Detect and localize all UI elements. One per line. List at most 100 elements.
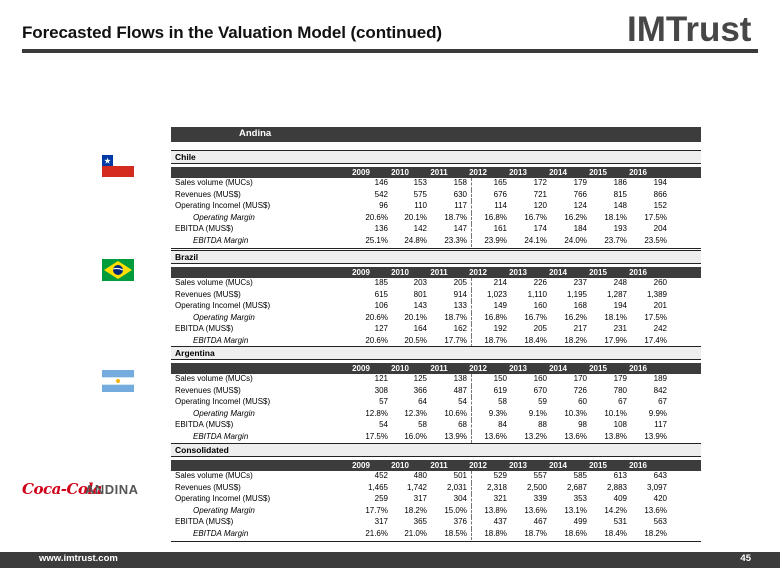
- year-header-cell: 2012: [469, 364, 487, 373]
- forecast-divider: [471, 420, 472, 432]
- table-cell: 120: [533, 201, 547, 210]
- row-label: Operating Incomel (MUS$): [175, 397, 271, 406]
- table-cell: 409: [613, 494, 627, 503]
- table-cell: 231: [613, 324, 627, 333]
- table-cell: 2,318: [486, 482, 507, 492]
- table-row: Revenues (MUS$) 308 366 487 619 670 726 780 842: [171, 385, 701, 397]
- table-row: Revenues (MUS$) 1,465 1,742 2,031 2,318 2,500…: [171, 482, 701, 494]
- table-cell: 60: [578, 397, 587, 406]
- year-header-cell: 2009: [352, 364, 370, 373]
- table-row: EBITDA Margin 21.6% 21.0% 18.5% 18.8% 18.7% 18…: [171, 528, 701, 540]
- table-cell: 143: [413, 301, 427, 310]
- table-cell: 201: [653, 301, 667, 310]
- block-bottom-rule: [171, 541, 701, 542]
- table-cell: 317: [374, 517, 388, 526]
- table-cell: 21.6%: [365, 528, 388, 538]
- year-header-cell: 2014: [549, 364, 567, 373]
- table-cell: 2,883: [606, 482, 627, 492]
- forecast-divider: [471, 335, 472, 347]
- table-row: Revenues (MUS$) 542 575 630 676 721 766 815 866: [171, 189, 701, 201]
- table-cell: 13.9%: [444, 431, 467, 441]
- table-cell: 192: [493, 324, 507, 333]
- block-title: Brazil: [171, 250, 701, 264]
- table-cell: 17.5%: [644, 212, 667, 222]
- table-cell: 480: [413, 471, 427, 480]
- table-cell: 13.6%: [644, 505, 667, 515]
- table-cell: 10.1%: [604, 408, 627, 418]
- forecast-divider: [471, 494, 472, 506]
- table-cell: 13.6%: [564, 431, 587, 441]
- table-cell: 420: [653, 494, 667, 503]
- row-label: Operating Margin: [193, 212, 255, 222]
- year-header-cell: 2013: [509, 168, 527, 177]
- table-cell: 54: [379, 420, 388, 429]
- table-cell: 110: [414, 201, 427, 210]
- table-cell: 18.8%: [484, 528, 507, 538]
- table-cell: 67: [618, 397, 627, 406]
- year-header-cell: 2009: [352, 461, 370, 470]
- table-cell: 766: [573, 189, 587, 199]
- table-block-chile: Chile 2009 2010 2011 2012 2013 2014 2015 2016 Sal…: [171, 150, 701, 249]
- table-cell: 499: [573, 517, 587, 526]
- table-cell: 64: [418, 397, 427, 406]
- row-label: Operating Margin: [193, 505, 255, 515]
- row-label: Revenues (MUS$): [175, 385, 241, 395]
- table-cell: 18.5%: [444, 528, 467, 538]
- table-row: Operating Incomel (MUS$) 96 110 117 114 120 12…: [171, 201, 701, 213]
- table-cell: 13.6%: [524, 505, 547, 515]
- table-cell: 914: [453, 289, 467, 299]
- table-cell: 106: [374, 301, 388, 310]
- table-cell: 189: [653, 374, 667, 383]
- forecast-divider: [471, 385, 472, 397]
- table-row: Operating Margin 20.6% 20.1% 18.7% 16.8% 16.7…: [171, 312, 701, 324]
- argentina-flag-icon: [102, 370, 134, 392]
- block-title: Chile: [171, 150, 701, 164]
- block-title: Argentina: [171, 346, 701, 360]
- table-row: EBITDA (MUS$) 127 164 162 192 205 217 231 242: [171, 324, 701, 336]
- footer-url[interactable]: www.imtrust.com: [39, 553, 118, 564]
- forecast-divider: [471, 189, 472, 201]
- table-cell: 866: [653, 189, 667, 199]
- table-cell: 1,110: [527, 289, 547, 299]
- table-cell: 84: [498, 420, 507, 429]
- table-cell: 721: [533, 189, 547, 199]
- year-header-cell: 2009: [352, 268, 370, 277]
- table-cell: 174: [533, 224, 547, 233]
- table-cell: 501: [453, 471, 467, 480]
- row-label: Sales volume (MUCs): [175, 278, 253, 287]
- table-cell: 670: [533, 385, 547, 395]
- row-label: Revenues (MUS$): [175, 189, 241, 199]
- year-header-cell: 2015: [589, 364, 607, 373]
- row-label: Sales volume (MUCs): [175, 374, 253, 383]
- section-header: Andina: [171, 127, 701, 142]
- table-cell: 1,742: [406, 482, 427, 492]
- row-label: EBITDA Margin: [193, 235, 249, 245]
- table-cell: 58: [418, 420, 427, 429]
- forecast-divider: [471, 482, 472, 494]
- table-cell: 20.6%: [365, 212, 388, 222]
- table-row: Operating Incomel (MUS$) 57 64 54 58 59 60 67 67: [171, 397, 701, 409]
- table-row: Revenues (MUS$) 615 801 914 1,023 1,110 1,195 1…: [171, 289, 701, 301]
- table-cell: 575: [413, 189, 427, 199]
- table-cell: 1,287: [606, 289, 627, 299]
- table-cell: 18.1%: [604, 312, 627, 322]
- year-header-cell: 2010: [391, 268, 409, 277]
- forecast-divider: [471, 212, 472, 224]
- table-cell: 68: [458, 420, 467, 429]
- table-cell: 726: [573, 385, 587, 395]
- table-cell: 9.1%: [528, 408, 547, 418]
- table-cell: 615: [374, 289, 388, 299]
- table-cell: 124: [573, 201, 587, 210]
- table-cell: 160: [533, 301, 547, 310]
- table-cell: 17.5%: [365, 431, 388, 441]
- table-cell: 170: [573, 374, 587, 383]
- table-block-consolidated: Consolidated 2009 2010 2011 2012 2013 2014 2015…: [171, 443, 701, 542]
- forecast-divider: [471, 178, 472, 190]
- forecast-divider: [471, 201, 472, 213]
- table-cell: 25.1%: [365, 235, 388, 245]
- table-cell: 158: [453, 178, 467, 187]
- table-cell: 17.4%: [644, 335, 667, 345]
- table-cell: 14.2%: [604, 505, 627, 515]
- table-cell: 1,195: [566, 289, 587, 299]
- table-cell: 248: [613, 278, 627, 287]
